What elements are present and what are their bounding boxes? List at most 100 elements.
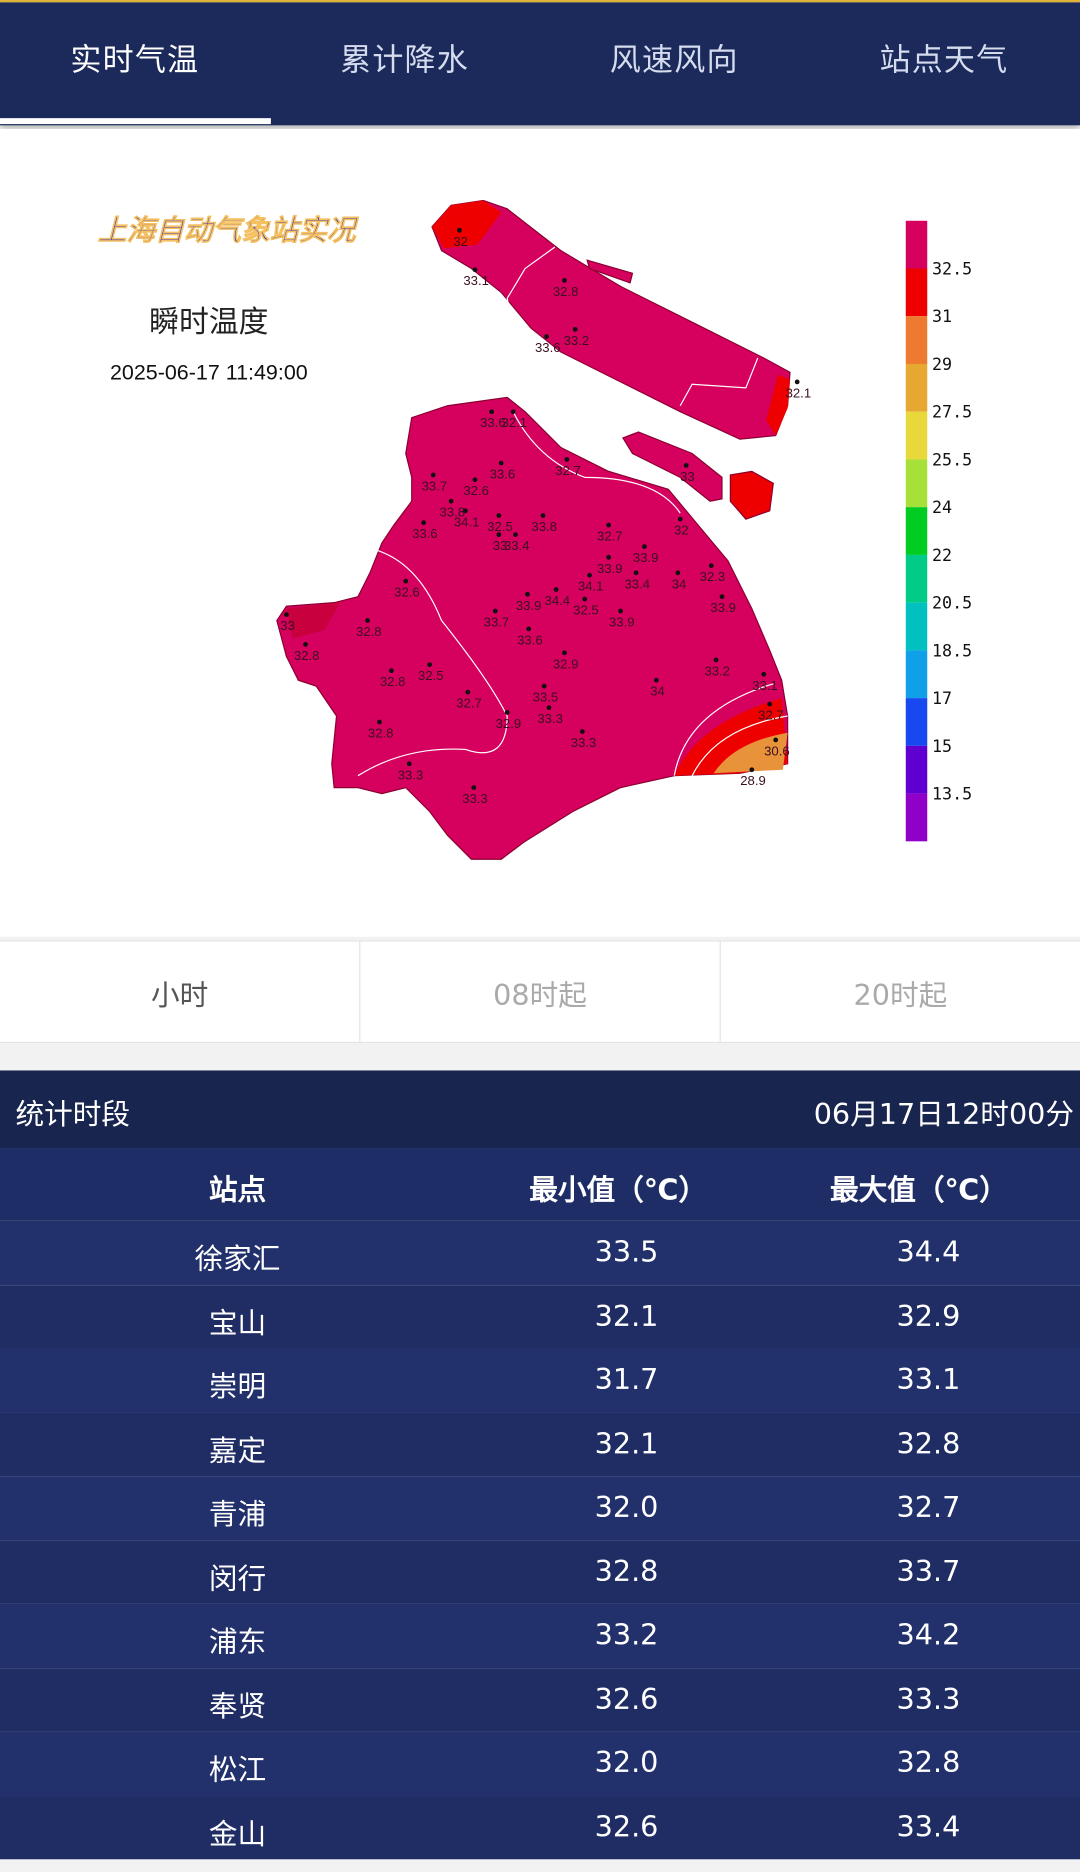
station-temperature-label: 32.6 [394,585,420,600]
table-row[interactable]: 宝山 32.1 32.9 [0,1284,1080,1349]
station-temperature-label: 32.8 [553,284,579,299]
station-temperature-label: 32.7 [456,696,482,711]
station-dot [489,409,495,415]
max-value: 33.7 [896,1554,961,1588]
station-temperature-label: 33.3 [571,735,597,750]
station-dot [284,612,289,617]
table-row[interactable]: 奉贤 32.6 33.3 [0,1667,1080,1732]
station-dot [492,608,498,614]
max-value: 33.3 [896,1682,961,1716]
legend-label: 13.5 [932,784,972,804]
station-temperature-label: 32.8 [294,648,320,663]
table-row[interactable]: 徐家汇 33.5 34.4 [0,1220,1080,1285]
table-row[interactable]: 青浦 32.0 32.7 [0,1476,1080,1541]
map-subtitle: 瞬时温度 [149,305,268,340]
station-temperature-label: 34.4 [545,593,571,608]
station-dot [377,719,382,725]
since-20-button[interactable]: 20时起 [853,977,948,1012]
map-title: 上海自动气象站实况 [98,213,359,247]
station-dot [794,379,800,385]
min-value: 32.8 [594,1554,659,1588]
station-dot [463,508,468,514]
station-dot [471,785,477,791]
station-dot [773,737,779,743]
station-temperature-label: 33.7 [484,615,510,630]
station-dot [403,578,409,584]
table-row[interactable]: 嘉定 32.1 32.8 [0,1412,1080,1477]
station-temperature-label: 33.3 [537,711,563,726]
station-temperature-label: 32.7 [555,463,581,478]
contour-line [357,548,508,777]
hourly-button[interactable]: 小时 [0,941,361,1042]
station-dot [498,460,504,466]
station-temperature-label: 33.1 [463,273,489,288]
station-dot [653,677,659,683]
station-dot [579,729,585,734]
station-dot [675,570,681,576]
tab-station-weather[interactable]: 站点天气 [879,42,1009,79]
station-dot [406,761,412,767]
station-temperature-label: 33.1 [752,678,778,693]
station-dot [544,334,549,339]
since-08-button[interactable]: 08时起 [360,941,721,1042]
station-dot [546,705,552,711]
table-row[interactable]: 闵行 32.8 33.7 [0,1540,1080,1604]
min-value: 33.2 [594,1618,659,1652]
min-value: 32.6 [594,1809,659,1844]
warm-area-nw [431,200,502,249]
station-temperature-label: 32 [674,523,689,538]
table-row[interactable]: 浦东 33.2 34.2 [0,1603,1080,1668]
table-row[interactable]: 崇明 31.7 33.1 [0,1348,1080,1413]
legend-swatch [905,507,928,555]
legend-label: 32.5 [932,258,972,278]
station-dot [642,544,647,549]
station-temperature-label: 32.3 [700,569,726,584]
legend-label: 27.5 [932,402,972,422]
station-temperature-label: 33.9 [633,550,659,565]
station-temperature-label: 33.9 [597,561,623,576]
legend-label: 24 [932,497,952,517]
cool-area-southeast [713,732,788,774]
station-dot [749,767,755,773]
legend-swatch [905,554,928,603]
min-value: 31.7 [594,1362,659,1397]
contour-line [512,411,681,514]
tab-wind[interactable]: 风速风向 [609,42,739,79]
station-temperature-label: 33 [280,618,295,633]
header-min: 最小值（℃） [529,1173,708,1207]
min-value: 32.1 [594,1426,659,1461]
stat-period-label: 统计时段 [15,1097,131,1132]
station-temperature-label: 32.1 [502,415,528,430]
max-value: 33.4 [896,1809,961,1844]
legend-swatch [905,698,928,746]
station-temperature-label: 32.8 [356,624,382,639]
station-temperature-label: 32.5 [487,519,513,534]
table-row[interactable]: 松江 32.0 32.8 [0,1731,1080,1796]
max-value: 34.2 [896,1618,961,1652]
station-dot [496,513,502,518]
legend-swatch [905,220,928,269]
table-row[interactable]: 金山 32.6 33.4 [0,1795,1080,1860]
islet [586,259,634,284]
tab-realtime-temperature[interactable]: 实时气温 [70,42,200,79]
legend-swatch [905,650,928,699]
station-dot [541,683,547,689]
tab-accumulated-precipitation[interactable]: 累计降水 [340,42,469,79]
station-name: 青浦 [208,1497,267,1532]
active-tab-indicator [0,118,271,125]
station-name: 徐家汇 [194,1242,281,1276]
legend-label: 18.5 [932,640,972,660]
period-selector: 小时 08时起 20时起 [0,940,1080,1044]
station-dot [472,477,478,483]
station-temperature-label: 33.9 [710,600,736,615]
station-dot [553,587,559,592]
map-datetime: 2025-06-17 11:49:00 [110,360,308,384]
station-temperature-label: 32.8 [380,674,406,689]
station-temperature-label: 33.6 [480,415,506,430]
legend-label: 31 [932,306,952,326]
station-dot [633,570,639,576]
legend-swatch [905,602,928,651]
station-dot [562,278,567,283]
color-legend: 32.5 31 29 27.5 25.5 24 22 20.5 18.5 17 15 13.5 [905,220,972,842]
